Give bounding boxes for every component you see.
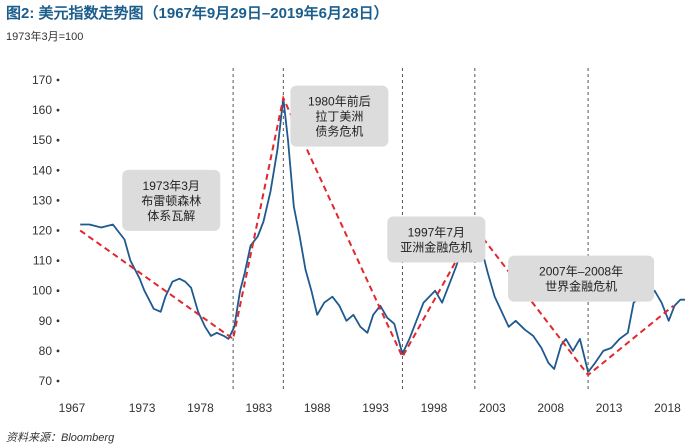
y-tick-label-80: 80	[39, 344, 53, 358]
dollar-index-line	[80, 97, 685, 373]
x-tick-label-1983: 1983	[245, 401, 272, 415]
y-tick-dot-90	[56, 319, 60, 323]
y-tick-label-70: 70	[39, 374, 53, 388]
y-tick-label-130: 130	[32, 193, 52, 207]
y-tick-dot-170	[56, 78, 60, 82]
y-tick-label-120: 120	[32, 224, 52, 238]
y-tick-label-140: 140	[32, 163, 52, 177]
x-tick-label-2018: 2018	[654, 401, 681, 415]
x-tick-label-1998: 1998	[421, 401, 448, 415]
annotation-text-2-0: 1997年7月	[408, 226, 465, 240]
annotation-text-1-1: 拉丁美洲	[315, 109, 363, 124]
annotation-box-0	[122, 169, 221, 231]
x-tick-label-1967: 1967	[59, 401, 86, 415]
y-tick-dot-160	[56, 108, 60, 112]
y-tick-dot-150	[56, 138, 60, 142]
x-tick-label-1988: 1988	[304, 401, 331, 415]
annotation-text-1-2: 债务危机	[315, 124, 363, 139]
x-tick-label-2008: 2008	[537, 401, 564, 415]
annotation-text-3-0: 2007年–2008年	[539, 265, 623, 279]
page-title: 图2: 美元指数走势图（1967年9月29日–2019年6月28日）	[6, 5, 389, 22]
y-tick-label-110: 110	[33, 254, 52, 268]
trend-line	[79, 94, 674, 377]
y-tick-dot-100	[56, 289, 60, 293]
annotation-text-2-1: 亚洲金融危机	[400, 240, 472, 255]
annotation-text-0-1: 布雷顿森林	[141, 193, 201, 208]
annotation-box-2	[387, 216, 486, 263]
chart-subtitle: 1973年3月=100	[6, 31, 84, 43]
annotation-text-0-0: 1973年3月	[143, 179, 200, 193]
annotation-box-1	[290, 85, 389, 147]
y-tick-dot-110	[56, 259, 60, 262]
y-tick-label-150: 150	[32, 133, 52, 147]
annotation-box-3	[508, 255, 655, 302]
x-tick-label-1993: 1993	[362, 401, 389, 415]
source-note: 资料来源：Bloomberg	[6, 432, 115, 444]
x-tick-label-1978: 1978	[187, 401, 214, 415]
x-tick-label-2013: 2013	[596, 401, 623, 415]
x-tick-label-2003: 2003	[479, 401, 506, 415]
y-tick-dot-70	[56, 379, 60, 383]
y-tick-dot-140	[56, 168, 60, 172]
y-tick-label-160: 160	[32, 103, 52, 117]
y-tick-dot-120	[56, 229, 60, 232]
annotation-text-1-0: 1980年前后	[308, 94, 371, 109]
y-tick-label-100: 100	[32, 284, 52, 298]
y-tick-label-90: 90	[39, 314, 53, 328]
annotation-text-0-2: 体系瓦解	[147, 209, 195, 223]
y-tick-dot-130	[56, 199, 60, 202]
annotation-text-3-1: 世界金融危机	[545, 279, 617, 294]
y-tick-label-170: 170	[32, 73, 52, 87]
y-tick-dot-80	[56, 349, 60, 353]
x-tick-label-1973: 1973	[129, 401, 156, 415]
